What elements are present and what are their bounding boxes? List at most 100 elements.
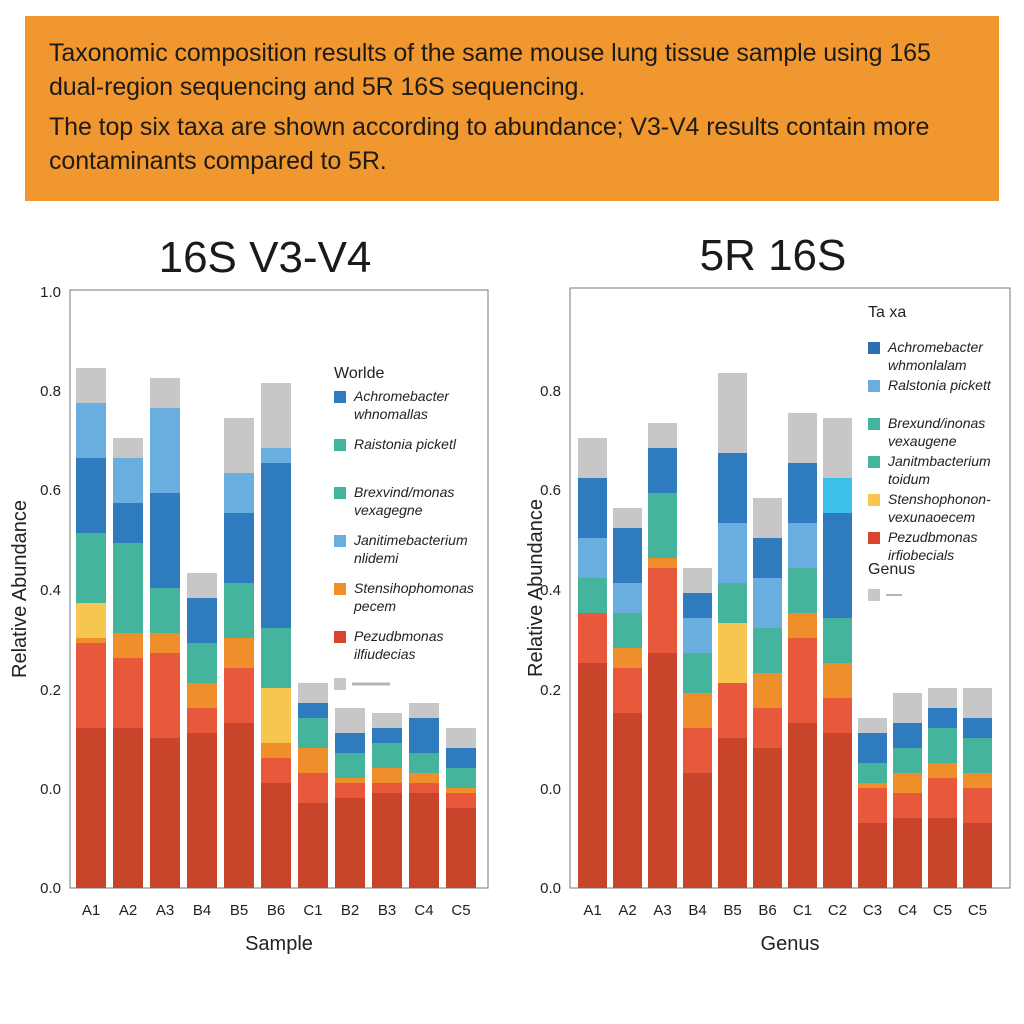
- bar-segment: [150, 408, 180, 493]
- y-axis-label: Relative Abundance: [9, 500, 31, 678]
- bar-segment: [113, 438, 143, 458]
- bar-segment: [893, 773, 922, 793]
- bar-segment: [150, 588, 180, 633]
- bar-segment: [823, 663, 852, 698]
- bar-segment: [823, 733, 852, 888]
- legend-swatch: [868, 418, 880, 430]
- x-tick-label: C1: [303, 902, 322, 919]
- y-tick-label: 0.0: [540, 781, 561, 798]
- bar-segment: [409, 753, 439, 773]
- bar-segment: [335, 708, 365, 733]
- legend-label-line2: irfiobecials: [888, 547, 954, 563]
- bar-segment: [578, 663, 607, 888]
- bar-segment: [753, 578, 782, 628]
- bar-segment: [928, 708, 957, 728]
- legend-swatch: [868, 456, 880, 468]
- bar-segment: [963, 738, 992, 773]
- bar-segment: [648, 653, 677, 888]
- bar-segment: [446, 788, 476, 793]
- bar-segment: [261, 758, 291, 783]
- bar-segment: [113, 633, 143, 658]
- bar-segment: [187, 598, 217, 643]
- bar-segment: [648, 558, 677, 568]
- bar-segment: [76, 643, 106, 728]
- bar-segment: [261, 448, 291, 463]
- bar-segment: [963, 823, 992, 888]
- bar-segment: [224, 668, 254, 723]
- bar-segment: [718, 373, 747, 453]
- bar-segment: [928, 688, 957, 708]
- legend-label: Raistonia picketl: [354, 436, 457, 452]
- bar-segment: [446, 808, 476, 888]
- legend-label: Achromebacter: [353, 388, 450, 404]
- bar-segment: [261, 783, 291, 888]
- bar-segment: [718, 583, 747, 623]
- bar-segment: [683, 728, 712, 773]
- bar-segment: [788, 613, 817, 638]
- bar-segment: [150, 378, 180, 408]
- legend-swatch-other: [334, 678, 346, 690]
- x-tick-label: A3: [653, 902, 671, 919]
- bar-segment: [298, 803, 328, 888]
- bar-segment: [858, 763, 887, 783]
- bar-segment: [613, 668, 642, 713]
- bar-segment: [753, 748, 782, 888]
- legend-label: Stenshophonon-: [888, 491, 991, 507]
- bar-segment: [858, 823, 887, 888]
- x-tick-label: C4: [414, 902, 433, 919]
- bar-segment: [578, 478, 607, 538]
- bar-segment: [613, 583, 642, 613]
- bar-segment: [113, 658, 143, 728]
- legend-label-line2: toidum: [888, 471, 930, 487]
- bar-segment: [963, 688, 992, 718]
- bar-segment: [335, 778, 365, 783]
- bar-segment: [718, 683, 747, 738]
- bar-segment: [578, 578, 607, 613]
- bar-segment: [372, 728, 402, 743]
- y-tick-label: 0.0: [40, 781, 61, 798]
- legend-swatch: [868, 494, 880, 506]
- caption-line-1: Taxonomic composition results of the sam…: [49, 39, 931, 101]
- legend-label: Stensihophomonas: [354, 580, 474, 596]
- bar-segment: [788, 568, 817, 613]
- bar-segment: [113, 503, 143, 543]
- bar-segment: [446, 793, 476, 808]
- bar-segment: [372, 768, 402, 783]
- y-tick-label: 0.8: [40, 383, 61, 400]
- legend-label: Ralstonia pickett: [888, 377, 992, 393]
- bar-segment: [928, 818, 957, 888]
- bar-segment: [187, 573, 217, 598]
- legend-label-line2: vexunaoecem: [888, 509, 976, 525]
- legend-swatch: [334, 439, 346, 451]
- bar-segment: [823, 698, 852, 733]
- bar-segment: [823, 478, 852, 513]
- x-tick-label: C5: [451, 902, 470, 919]
- bar-segment: [335, 753, 365, 778]
- chart-5r-16s: 5R 16S 0.0 0.0 0.2 0.4 0.6 0.8 Relative Abundan…: [525, 231, 1011, 955]
- legend-label-line2: vexaugene: [888, 433, 957, 449]
- legend-title: Worlde: [334, 365, 384, 382]
- legend-subtitle: Genus: [868, 561, 915, 578]
- chart-16s-v3-v4: 16S V3-V4 0.0 0.0 0.2 0.4 0.6 0.8 1.0 Relative A…: [9, 233, 489, 955]
- bar-segment: [893, 818, 922, 888]
- caption-line-2: The top six taxa are shown according to …: [49, 113, 930, 175]
- bar-segment: [113, 543, 143, 633]
- legend-label: Brexund/inonas: [888, 415, 985, 431]
- y-tick-label: 0.4: [540, 582, 561, 599]
- bar-segment: [113, 728, 143, 888]
- bar-segment: [718, 523, 747, 583]
- bar-segment: [928, 763, 957, 778]
- bar-segment: [150, 653, 180, 738]
- legend-label: Brexvind/monas: [354, 484, 454, 500]
- legend-swatch-other: [868, 589, 880, 601]
- y-axis-label: Relative Abundance: [525, 499, 547, 677]
- bar-segment: [893, 793, 922, 818]
- x-tick-label: C3: [863, 902, 882, 919]
- bar-segment: [893, 723, 922, 748]
- legend-label: Achromebacter: [887, 339, 984, 355]
- bar-segment: [446, 728, 476, 748]
- x-tick-label: B3: [378, 902, 396, 919]
- x-tick-label: A2: [618, 902, 636, 919]
- x-tick-label: B6: [758, 902, 776, 919]
- bar-segment: [753, 538, 782, 578]
